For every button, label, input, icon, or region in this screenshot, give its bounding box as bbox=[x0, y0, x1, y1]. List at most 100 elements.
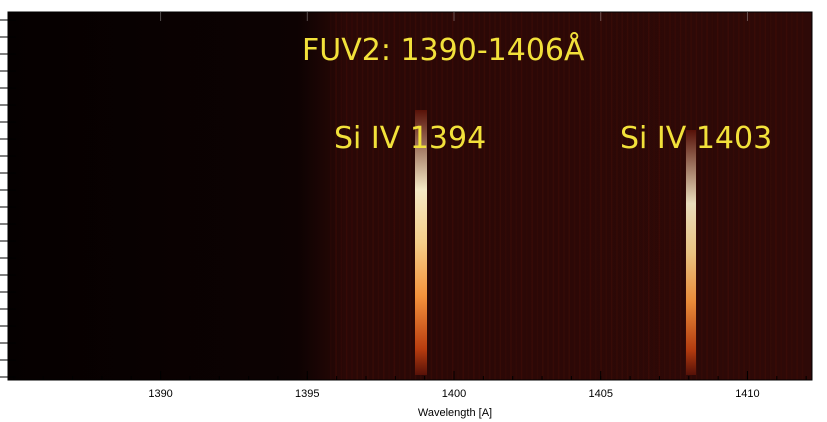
streak bbox=[436, 12, 438, 380]
streak bbox=[648, 12, 650, 380]
streak bbox=[801, 12, 804, 380]
streak bbox=[722, 12, 724, 380]
streak bbox=[642, 12, 645, 380]
streak bbox=[367, 12, 369, 380]
streak bbox=[669, 12, 671, 380]
streak bbox=[621, 12, 623, 380]
streak bbox=[473, 12, 475, 380]
streak bbox=[748, 12, 751, 380]
streak bbox=[796, 12, 798, 380]
annotation: Si IV 1394 bbox=[334, 121, 486, 156]
streak bbox=[547, 12, 549, 380]
streak bbox=[409, 12, 411, 380]
streak bbox=[769, 12, 772, 380]
streak bbox=[330, 12, 332, 380]
streak bbox=[340, 12, 343, 380]
streak bbox=[526, 12, 528, 380]
streak bbox=[584, 12, 586, 380]
emission-line bbox=[415, 110, 427, 375]
streak bbox=[568, 12, 570, 380]
streak bbox=[557, 12, 560, 380]
streak bbox=[552, 12, 555, 380]
streak bbox=[732, 12, 735, 380]
x-tick-label: 1410 bbox=[735, 388, 759, 400]
streak bbox=[626, 12, 629, 380]
streak bbox=[383, 12, 385, 380]
streak bbox=[573, 12, 576, 380]
streak bbox=[531, 12, 533, 380]
x-tick-label: 1400 bbox=[442, 388, 466, 400]
streak bbox=[510, 12, 512, 380]
streak bbox=[595, 12, 597, 380]
annotation: FUV2: 1390-1406Å bbox=[302, 32, 585, 68]
streak bbox=[579, 12, 581, 380]
streak bbox=[351, 12, 353, 380]
streak bbox=[377, 12, 380, 380]
streak bbox=[430, 12, 433, 380]
streak bbox=[780, 12, 782, 380]
streak bbox=[441, 12, 443, 380]
streak bbox=[446, 12, 449, 380]
background-streaks bbox=[330, 12, 804, 380]
streak bbox=[764, 12, 767, 380]
x-axis-title: Wavelength [A] bbox=[418, 407, 492, 419]
streak bbox=[616, 12, 618, 380]
streak bbox=[663, 12, 666, 380]
streak bbox=[653, 12, 655, 380]
streak bbox=[494, 12, 496, 380]
streak bbox=[743, 12, 745, 380]
streak bbox=[335, 12, 337, 380]
streak bbox=[791, 12, 793, 380]
annotation: Si IV 1403 bbox=[620, 121, 772, 156]
streak bbox=[393, 12, 396, 380]
streak bbox=[600, 12, 602, 380]
plot-background bbox=[8, 12, 812, 380]
x-tick-label: 1395 bbox=[295, 388, 319, 400]
streak bbox=[632, 12, 634, 380]
streak bbox=[520, 12, 523, 380]
y-ticks bbox=[0, 19, 16, 378]
streak bbox=[589, 12, 592, 380]
streak bbox=[499, 12, 502, 380]
streak bbox=[685, 12, 687, 380]
streak bbox=[515, 12, 517, 380]
streak bbox=[716, 12, 719, 380]
streak bbox=[637, 12, 639, 380]
streak bbox=[404, 12, 406, 380]
streak bbox=[504, 12, 507, 380]
streak bbox=[398, 12, 401, 380]
streak bbox=[451, 12, 454, 380]
streak bbox=[759, 12, 761, 380]
streak bbox=[483, 12, 486, 380]
streak bbox=[542, 12, 544, 380]
streak bbox=[674, 12, 676, 380]
x-tick-label: 1390 bbox=[148, 388, 172, 400]
streak bbox=[727, 12, 729, 380]
x-tick-label: 1405 bbox=[588, 388, 612, 400]
streak bbox=[478, 12, 480, 380]
streak bbox=[610, 12, 613, 380]
streak bbox=[536, 12, 539, 380]
emission-line bbox=[686, 130, 696, 375]
streak bbox=[679, 12, 682, 380]
streak bbox=[738, 12, 740, 380]
streak bbox=[457, 12, 459, 380]
streak bbox=[754, 12, 756, 380]
streak bbox=[467, 12, 470, 380]
streak bbox=[711, 12, 714, 380]
streak bbox=[775, 12, 777, 380]
streak bbox=[658, 12, 661, 380]
streak bbox=[356, 12, 358, 380]
streak bbox=[361, 12, 364, 380]
streak bbox=[706, 12, 708, 380]
streak bbox=[372, 12, 374, 380]
streak bbox=[785, 12, 788, 380]
streak bbox=[605, 12, 608, 380]
streak bbox=[462, 12, 464, 380]
streak bbox=[695, 12, 698, 380]
streak bbox=[563, 12, 565, 380]
streak bbox=[489, 12, 491, 380]
plot-frame bbox=[7, 11, 813, 381]
streak bbox=[701, 12, 703, 380]
